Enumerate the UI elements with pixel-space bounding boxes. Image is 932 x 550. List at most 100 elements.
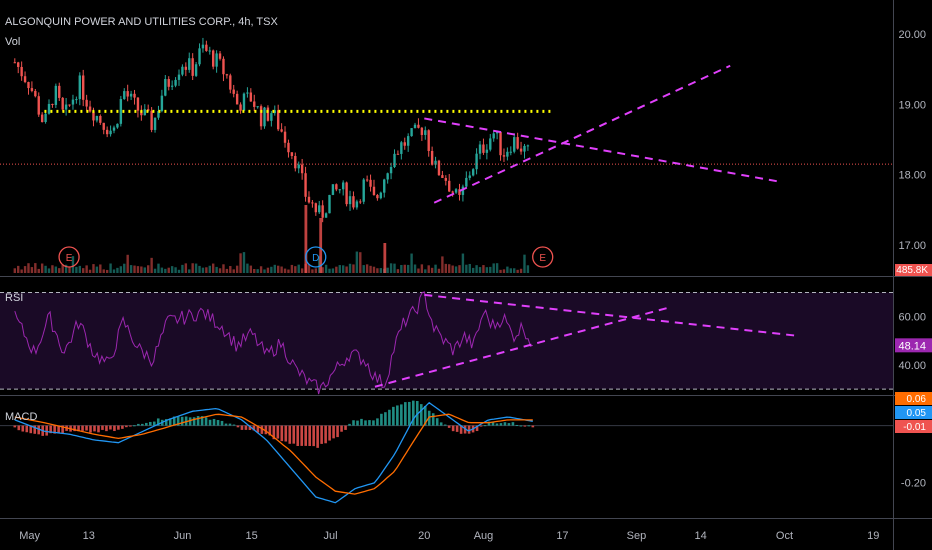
macd-histogram-bar <box>344 425 347 430</box>
candle-body <box>321 205 324 218</box>
macd-signal-line[interactable] <box>14 413 533 495</box>
volume-bar <box>13 268 17 273</box>
candle-body <box>523 145 526 152</box>
volume-bar <box>229 266 232 273</box>
volume-bar <box>170 266 174 273</box>
macd-histogram-bar <box>360 418 363 426</box>
candle-body <box>126 91 129 97</box>
macd-pane[interactable] <box>0 400 893 504</box>
candle-body <box>136 97 140 111</box>
macd-histogram-bar <box>268 425 272 436</box>
volume-bar <box>215 266 218 273</box>
macd-histogram-bar <box>61 425 64 434</box>
volume-bar <box>379 268 383 273</box>
volume-bar <box>201 267 205 273</box>
macd-histogram-bar <box>77 425 80 432</box>
volume-bar <box>109 263 112 273</box>
volume-bar <box>516 269 519 273</box>
rsi-upper-trendline[interactable] <box>424 293 800 337</box>
macd-histogram-bar <box>388 409 391 426</box>
time-tick-label: Sep <box>627 530 647 542</box>
macd-histogram-bar <box>272 425 276 440</box>
rsi-line[interactable] <box>14 291 533 395</box>
volume-bar <box>324 264 328 273</box>
candle-body <box>123 91 126 100</box>
dividend-marker-ring <box>305 246 327 268</box>
macd-legend: MACD <box>5 411 38 423</box>
macd-histogram-bar <box>276 425 280 439</box>
candle-body <box>297 164 300 169</box>
macd-histogram-bar <box>324 425 327 444</box>
candle-body <box>424 130 427 135</box>
macd-line[interactable] <box>14 401 533 504</box>
macd-histogram-bar <box>519 425 523 427</box>
rsi-pane[interactable] <box>0 291 893 395</box>
earnings-marker-icon[interactable]: E <box>58 246 80 268</box>
rsi-lower-trendline[interactable] <box>374 306 672 388</box>
rsi-value-label: 48.14 <box>898 340 926 352</box>
volume-bar <box>140 266 143 273</box>
candle-body <box>338 189 341 191</box>
macd-histogram-bar <box>380 413 383 426</box>
volume-bar <box>259 266 263 273</box>
volume-bar <box>273 264 276 273</box>
macd-histogram-bar <box>328 425 331 441</box>
macd-histogram-bar <box>423 405 427 426</box>
candle-body <box>215 53 218 67</box>
candle-body <box>47 103 51 114</box>
macd-histogram-bar <box>244 425 248 430</box>
volume-bar <box>307 264 311 273</box>
candle-body <box>253 101 256 107</box>
macd-histogram-bar <box>288 425 292 444</box>
candle-body <box>191 58 194 76</box>
volume-bar <box>58 268 61 273</box>
volume-bar <box>335 266 338 273</box>
candle-body <box>78 75 81 100</box>
price-tick-label: 17.00 <box>898 240 926 252</box>
candle-body <box>75 99 78 101</box>
candle-body <box>348 196 352 205</box>
macd-histogram-bar <box>503 422 507 426</box>
volume-value-badge <box>895 264 932 276</box>
candle-body <box>475 153 478 170</box>
candle-body <box>502 155 506 157</box>
volume-bar <box>369 265 372 273</box>
macd-value-label: 0.06 <box>907 394 927 405</box>
upper-trendline[interactable] <box>424 117 780 183</box>
candle-body <box>153 117 157 130</box>
macd-value-badge <box>895 420 932 433</box>
volume-bar <box>318 256 321 273</box>
candle-body <box>441 175 444 178</box>
macd-histogram-bar <box>188 417 192 426</box>
volume-bar <box>174 267 177 273</box>
candle-body <box>444 177 448 181</box>
volume-bar <box>482 265 485 273</box>
volume-bar <box>509 268 513 273</box>
earnings-marker-ring <box>58 246 80 268</box>
candle-body <box>526 145 530 147</box>
candle-body <box>263 107 266 127</box>
volume-bar <box>417 268 420 273</box>
volume-bar <box>362 265 365 273</box>
candle-body <box>509 151 513 153</box>
candle-body <box>164 79 167 96</box>
candle-body <box>331 184 335 195</box>
macd-tick-label: -0.20 <box>901 478 926 490</box>
dividend-marker-icon[interactable]: D <box>305 246 327 268</box>
candle-body <box>30 88 34 91</box>
volume-bar <box>314 268 318 273</box>
volume-bar <box>403 264 406 273</box>
macd-histogram-bar <box>435 418 439 426</box>
candle-body <box>341 182 345 190</box>
earnings-marker-icon[interactable]: E <box>532 246 554 268</box>
volume-bar <box>82 268 85 273</box>
candle-body <box>68 104 71 106</box>
candle-body <box>82 75 85 100</box>
candle-body <box>143 109 146 116</box>
lower-trendline[interactable] <box>433 64 731 204</box>
macd-histogram-bar <box>415 401 419 426</box>
macd-histogram-bar <box>364 420 367 426</box>
macd-histogram-bar <box>260 425 264 434</box>
price-pane[interactable]: E ED <box>0 37 893 273</box>
